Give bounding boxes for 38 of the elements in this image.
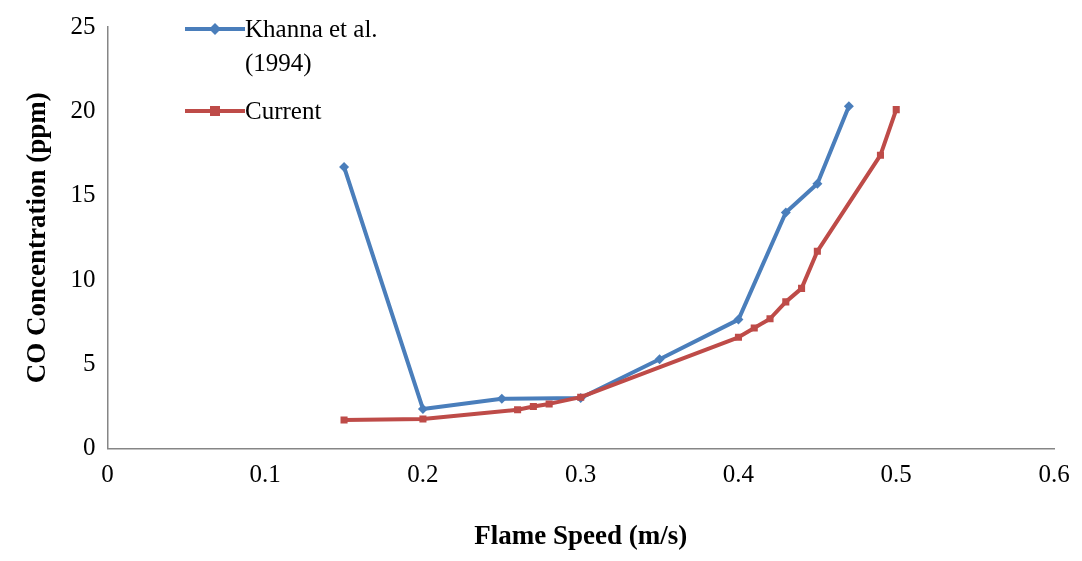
x-tick-label: 0.2 xyxy=(407,460,439,488)
point xyxy=(892,106,900,114)
x-tick-label: 0 xyxy=(101,460,114,488)
point xyxy=(733,314,744,325)
y-tick-label: 10 xyxy=(70,264,96,292)
point xyxy=(340,416,348,424)
x-tick-label: 0.3 xyxy=(565,460,597,488)
point xyxy=(654,354,665,365)
x-tick-label: 0.6 xyxy=(1038,460,1070,488)
point xyxy=(529,402,537,410)
point xyxy=(798,284,806,292)
x-tick-label: 0.5 xyxy=(880,460,912,488)
y-tick-label: 15 xyxy=(70,180,96,208)
point xyxy=(876,151,884,159)
point xyxy=(417,403,428,414)
point xyxy=(766,315,774,323)
legend-label: Current xyxy=(245,96,322,126)
point xyxy=(419,415,427,423)
point xyxy=(782,298,790,306)
y-tick-label: 5 xyxy=(82,348,96,376)
x-tick-label: 0.4 xyxy=(722,460,755,488)
y-tick-label: 20 xyxy=(70,95,96,123)
legend-label: Khanna et al. (1994) xyxy=(245,14,379,79)
point xyxy=(813,247,821,255)
x-tick-label: 0.1 xyxy=(249,460,281,488)
point xyxy=(545,400,553,408)
point xyxy=(514,406,522,414)
y-tick-label: 0 xyxy=(82,433,96,461)
y-axis-title: CO Concentration (ppm) xyxy=(21,92,52,384)
point xyxy=(750,324,758,332)
point xyxy=(843,101,854,112)
point xyxy=(496,393,507,404)
x-axis-title: Flame Speed (m/s) xyxy=(474,519,688,550)
point xyxy=(734,333,742,341)
point xyxy=(812,178,823,189)
y-tick-label: 25 xyxy=(70,11,96,39)
point xyxy=(339,161,350,172)
point xyxy=(780,207,791,218)
